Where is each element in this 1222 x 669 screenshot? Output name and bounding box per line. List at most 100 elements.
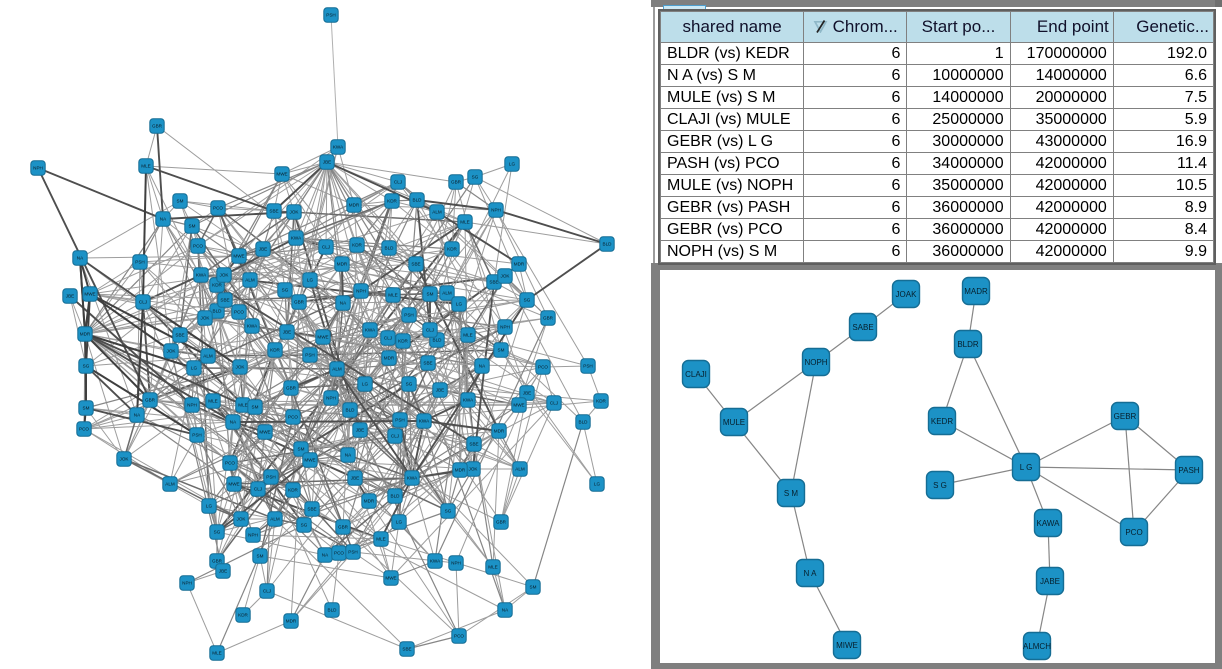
svg-text:SG: SG bbox=[524, 298, 531, 303]
svg-text:CLAJI: CLAJI bbox=[685, 370, 707, 379]
svg-text:BLD: BLD bbox=[328, 608, 338, 613]
svg-text:GBR: GBR bbox=[294, 300, 305, 305]
svg-text:SABE: SABE bbox=[852, 323, 873, 332]
svg-text:JBE: JBE bbox=[259, 247, 267, 252]
svg-text:SG: SG bbox=[301, 523, 308, 528]
svg-text:SG: SG bbox=[445, 509, 452, 514]
svg-text:GBR: GBR bbox=[145, 398, 156, 403]
svg-text:MLE: MLE bbox=[212, 651, 221, 656]
svg-text:CLJ: CLJ bbox=[263, 589, 271, 594]
svg-text:PCO: PCO bbox=[234, 310, 244, 315]
svg-text:JOK: JOK bbox=[236, 365, 246, 370]
svg-text:SG: SG bbox=[214, 530, 221, 535]
svg-text:SBE: SBE bbox=[411, 262, 420, 267]
svg-text:SM: SM bbox=[83, 406, 90, 411]
svg-text:PCO: PCO bbox=[288, 415, 298, 420]
svg-text:MWE: MWE bbox=[228, 482, 239, 487]
svg-text:KDR: KDR bbox=[352, 243, 362, 248]
svg-text:SBE: SBE bbox=[469, 442, 478, 447]
svg-text:JBE: JBE bbox=[523, 391, 531, 396]
svg-text:LG: LG bbox=[594, 482, 601, 487]
svg-text:SG: SG bbox=[472, 175, 479, 180]
svg-text:NPH: NPH bbox=[187, 403, 197, 408]
svg-text:MWE: MWE bbox=[233, 254, 244, 259]
svg-text:MWE: MWE bbox=[385, 576, 396, 581]
svg-text:KDR: KDR bbox=[270, 348, 280, 353]
svg-text:ALM: ALM bbox=[203, 354, 213, 359]
svg-text:L G: L G bbox=[1020, 463, 1033, 472]
svg-text:PCO: PCO bbox=[334, 551, 344, 556]
svg-text:BLD: BLD bbox=[346, 408, 356, 413]
svg-text:SM: SM bbox=[257, 554, 264, 559]
svg-text:SG: SG bbox=[406, 382, 413, 387]
svg-text:LG: LG bbox=[206, 504, 213, 509]
svg-text:GBR: GBR bbox=[338, 525, 349, 530]
svg-text:CLJ: CLJ bbox=[550, 401, 558, 406]
svg-text:MDR: MDR bbox=[514, 262, 525, 267]
svg-text:KDR: KDR bbox=[238, 613, 248, 618]
svg-text:NPH: NPH bbox=[451, 561, 461, 566]
svg-text:NPH: NPH bbox=[491, 208, 501, 213]
svg-text:NPH: NPH bbox=[356, 289, 366, 294]
svg-text:NPH: NPH bbox=[182, 581, 192, 586]
svg-text:MDR: MDR bbox=[286, 619, 297, 624]
svg-text:ALM: ALM bbox=[245, 278, 255, 283]
svg-text:SBE: SBE bbox=[220, 298, 229, 303]
svg-text:JBE: JBE bbox=[356, 428, 364, 433]
svg-text:KWA: KWA bbox=[247, 324, 258, 329]
svg-text:KWA: KWA bbox=[407, 476, 418, 481]
svg-text:PCO: PCO bbox=[225, 461, 235, 466]
svg-text:BLD: BLD bbox=[603, 242, 613, 247]
svg-text:NA: NA bbox=[479, 364, 486, 369]
svg-text:NPH: NPH bbox=[500, 325, 510, 330]
svg-text:ALM: ALM bbox=[432, 210, 442, 215]
svg-text:MADR: MADR bbox=[964, 287, 988, 296]
svg-text:LG: LG bbox=[396, 520, 403, 525]
svg-text:NA: NA bbox=[160, 217, 167, 222]
svg-text:N A: N A bbox=[804, 569, 818, 578]
svg-text:ALM: ALM bbox=[332, 367, 342, 372]
svg-text:CLJ: CLJ bbox=[322, 245, 330, 250]
svg-text:KAWA: KAWA bbox=[1037, 519, 1061, 528]
svg-text:ALM: ALM bbox=[270, 517, 280, 522]
svg-text:BLD: BLD bbox=[413, 198, 423, 203]
svg-text:GBR: GBR bbox=[212, 559, 223, 564]
svg-text:JOK: JOK bbox=[469, 467, 479, 472]
svg-text:PSH: PSH bbox=[305, 353, 314, 358]
svg-text:MWE: MWE bbox=[259, 430, 270, 435]
svg-text:MWE: MWE bbox=[304, 458, 315, 463]
svg-text:NA: NA bbox=[230, 420, 237, 425]
svg-text:S M: S M bbox=[784, 489, 799, 498]
svg-text:CLJ: CLJ bbox=[384, 336, 392, 341]
svg-text:CLJ: CLJ bbox=[394, 180, 402, 185]
svg-text:JOK: JOK bbox=[120, 457, 130, 462]
svg-text:MLE: MLE bbox=[376, 537, 385, 542]
svg-text:JOK: JOK bbox=[201, 316, 211, 321]
svg-text:LG: LG bbox=[509, 162, 516, 167]
svg-text:SM: SM bbox=[298, 447, 305, 452]
svg-text:PSH: PSH bbox=[266, 475, 275, 480]
svg-text:JABE: JABE bbox=[1040, 577, 1060, 586]
svg-text:BLD: BLD bbox=[385, 246, 395, 251]
svg-text:SBE: SBE bbox=[489, 280, 498, 285]
svg-text:GBR: GBR bbox=[152, 124, 163, 129]
svg-text:SBE: SBE bbox=[269, 209, 278, 214]
svg-text:NA: NA bbox=[322, 553, 329, 558]
svg-text:KWA: KWA bbox=[463, 398, 474, 403]
svg-text:KDR: KDR bbox=[387, 199, 397, 204]
svg-text:MWE: MWE bbox=[276, 172, 287, 177]
svg-text:JOK: JOK bbox=[167, 349, 177, 354]
svg-text:GBR: GBR bbox=[496, 520, 507, 525]
svg-text:MIWE: MIWE bbox=[836, 641, 858, 650]
svg-text:NA: NA bbox=[134, 413, 141, 418]
svg-text:SM: SM bbox=[427, 292, 434, 297]
svg-text:SG: SG bbox=[282, 288, 289, 293]
svg-text:ALMCH: ALMCH bbox=[1023, 642, 1051, 651]
svg-text:PCO: PCO bbox=[454, 634, 464, 639]
svg-text:MLE: MLE bbox=[388, 293, 397, 298]
svg-text:ALM: ALM bbox=[442, 291, 452, 296]
svg-text:KWA: KWA bbox=[365, 328, 376, 333]
svg-text:MDR: MDR bbox=[349, 203, 360, 208]
svg-text:SM: SM bbox=[177, 199, 184, 204]
svg-text:MDR: MDR bbox=[364, 499, 375, 504]
